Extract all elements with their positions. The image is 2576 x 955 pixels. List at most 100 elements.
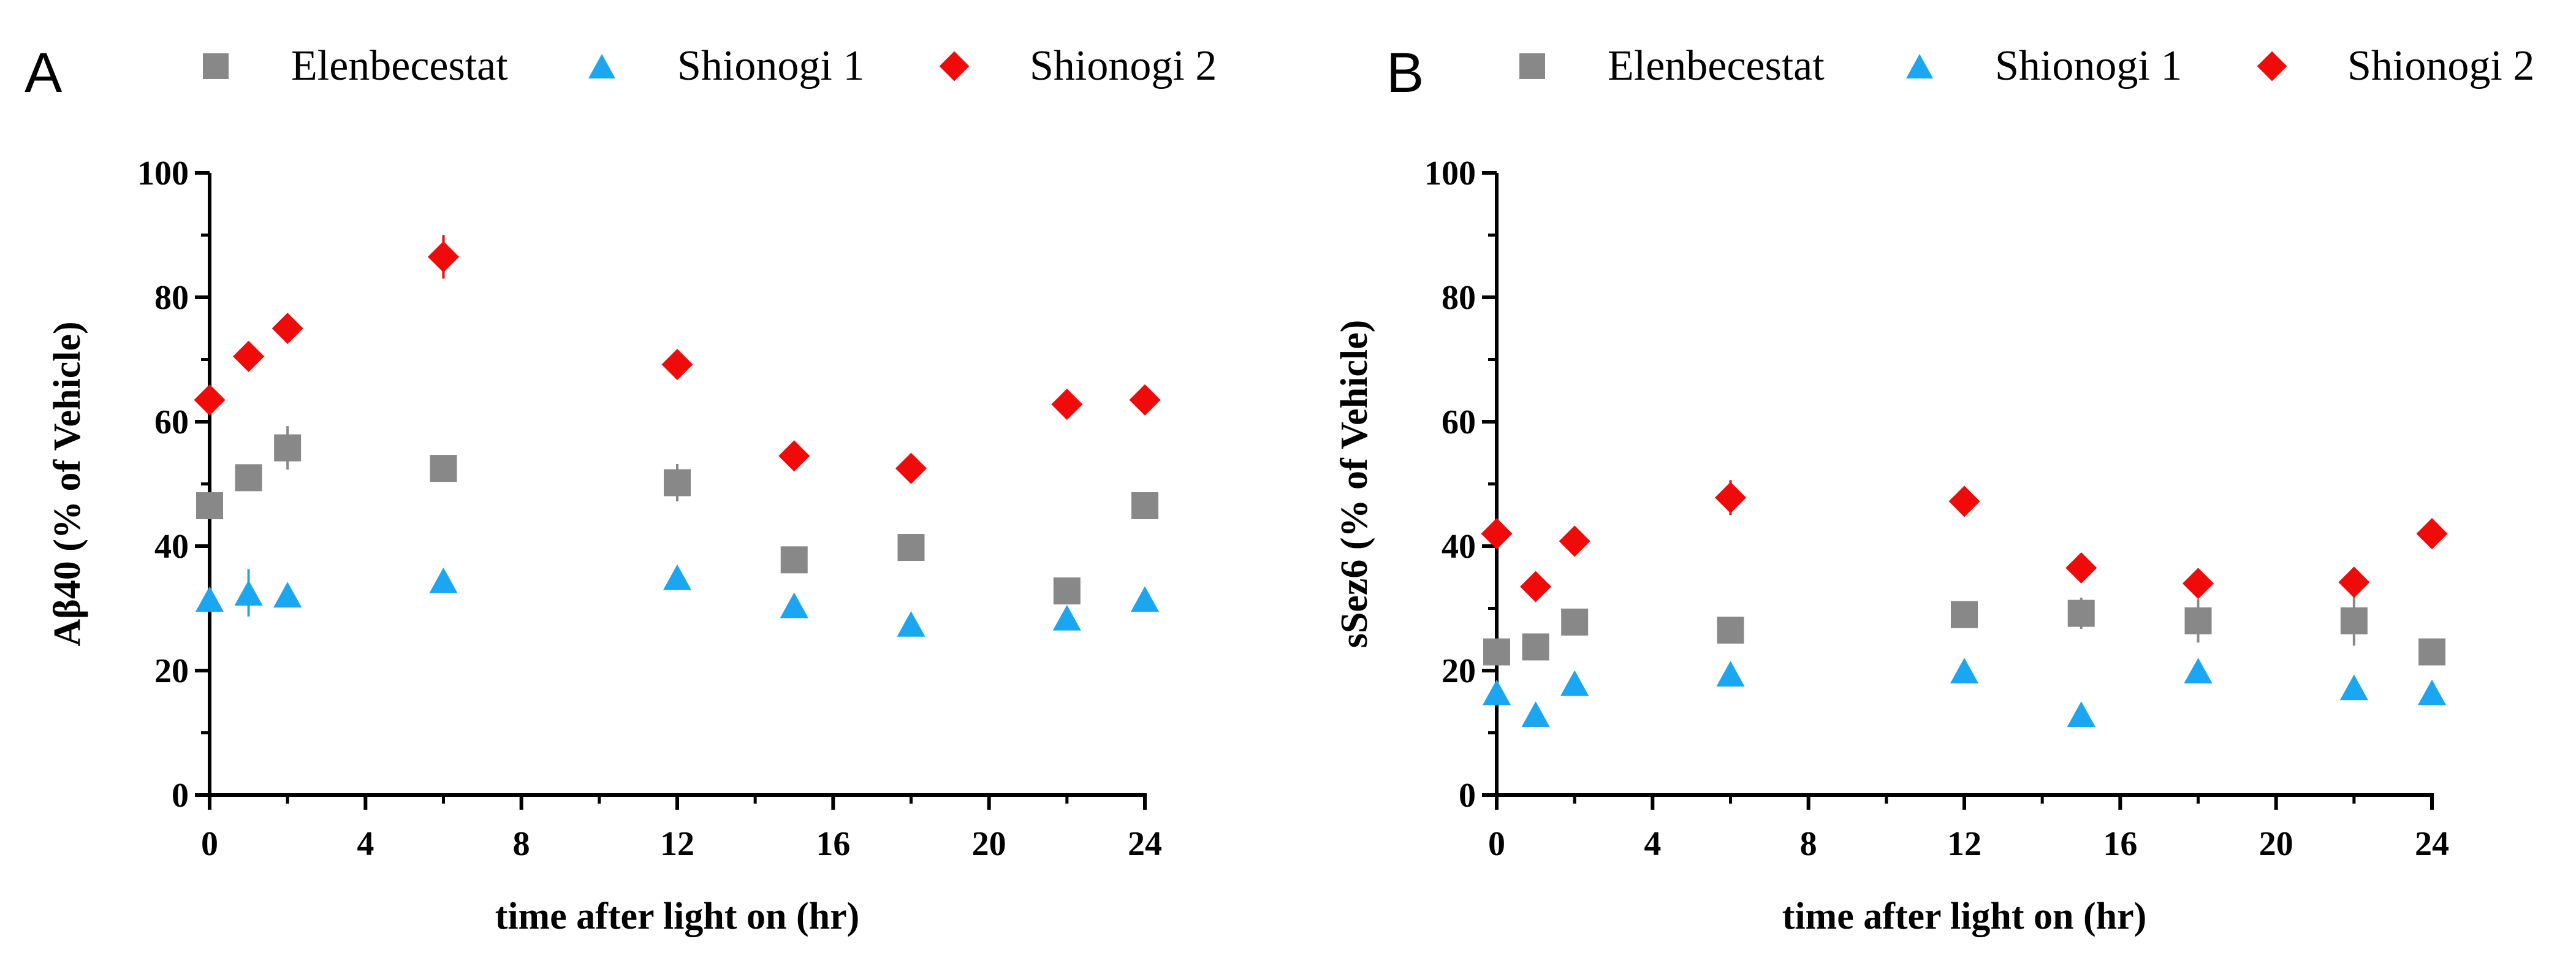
- x-tick-label: 8: [513, 825, 530, 863]
- legend-label: Shionogi 1: [1995, 42, 2182, 89]
- data-point: [1481, 518, 1513, 550]
- data-point: [1521, 701, 1550, 727]
- data-point: [1561, 608, 1589, 636]
- data-point: [2417, 679, 2447, 706]
- y-tick-label: 20: [154, 652, 189, 690]
- y-axis-title: sSez6 (% of Vehicle): [1334, 320, 1375, 649]
- y-tick-label: 60: [1442, 403, 1476, 441]
- data-point: [235, 464, 262, 492]
- data-point: [1131, 492, 1158, 520]
- x-tick-label: 20: [2259, 825, 2293, 863]
- y-tick-label: 80: [1442, 279, 1476, 317]
- data-point: [272, 313, 303, 344]
- data-point: [895, 452, 927, 484]
- y-tick-label: 20: [1442, 652, 1476, 690]
- legend-marker-diamond: [2257, 51, 2287, 82]
- data-point: [2418, 638, 2445, 666]
- x-tick-label: 16: [2103, 825, 2137, 863]
- legend-marker-diamond: [939, 51, 970, 82]
- data-point: [2416, 518, 2448, 550]
- data-point: [897, 534, 925, 561]
- data-point: [664, 469, 691, 497]
- y-tick-label: 80: [154, 279, 189, 317]
- series-shionogi-2: [1481, 480, 2448, 603]
- y-tick-label: 40: [154, 528, 189, 566]
- data-point: [897, 611, 925, 637]
- legend-label: Elenbecestat: [1608, 42, 1825, 89]
- data-point: [2338, 566, 2370, 598]
- data-point: [1948, 485, 1980, 517]
- x-tick-label: 24: [1128, 825, 1162, 863]
- data-point: [661, 349, 693, 381]
- data-point: [1520, 571, 1552, 603]
- data-point: [1483, 638, 1510, 666]
- panel-a: A Elenbecestat Shionogi 1 Shionogi 2 0 20 40 60…: [25, 42, 1217, 937]
- x-tick-label: 24: [2415, 825, 2449, 863]
- data-point: [1482, 679, 1511, 706]
- data-point: [2065, 552, 2097, 584]
- legend: Elenbecestat Shionogi 1 Shionogi 2: [1519, 42, 2534, 89]
- y-axis-title: Aβ40 (% of Vehicle): [47, 321, 88, 646]
- data-point: [1130, 586, 1160, 612]
- data-point: [1714, 482, 1747, 514]
- data-point: [1559, 525, 1590, 557]
- data-point: [1053, 577, 1081, 605]
- x-tick-label: 20: [972, 825, 1006, 863]
- x-tick-label: 12: [660, 825, 694, 863]
- data-point: [273, 582, 302, 608]
- x-tick-label: 8: [1800, 825, 1817, 863]
- y-tick-label: 100: [137, 154, 189, 192]
- legend-marker-square: [203, 53, 229, 79]
- data-point: [2184, 658, 2213, 683]
- y-tick-label: 40: [1442, 528, 1476, 566]
- data-point: [2067, 701, 2095, 727]
- data-point: [427, 241, 460, 273]
- legend-marker-triangle: [588, 54, 616, 78]
- data-point: [1951, 601, 1978, 628]
- data-point: [429, 567, 458, 593]
- legend-label: Shionogi 2: [2347, 42, 2534, 89]
- legend-marker-square: [1519, 53, 1545, 79]
- data-point: [2182, 568, 2214, 599]
- data-point: [234, 580, 263, 606]
- panel-letter: B: [1386, 42, 1424, 104]
- data-point: [663, 564, 692, 590]
- data-point: [1051, 389, 1083, 420]
- data-point: [2067, 599, 2095, 627]
- data-point: [195, 586, 224, 612]
- x-tick-label: 4: [1644, 825, 1661, 863]
- legend-label: Shionogi 2: [1030, 42, 1217, 89]
- legend-label: Shionogi 1: [677, 42, 864, 89]
- y-tick-label: 100: [1424, 154, 1476, 192]
- data-point: [1129, 384, 1161, 416]
- legend: Elenbecestat Shionogi 1 Shionogi 2: [203, 42, 1217, 89]
- y-tick-label: 60: [154, 403, 189, 441]
- series-shionogi-2: [194, 235, 1161, 484]
- x-tick-label: 0: [1488, 825, 1505, 863]
- data-point: [2340, 607, 2368, 634]
- data-point: [194, 384, 226, 416]
- panel-letter: A: [25, 42, 63, 104]
- data-point: [1717, 617, 1744, 644]
- data-point: [1052, 604, 1081, 631]
- data-point: [274, 434, 302, 462]
- x-axis-title: time after light on (hr): [1782, 896, 2147, 937]
- data-point: [1716, 661, 1745, 687]
- legend-marker-triangle: [1905, 54, 1934, 78]
- data-point: [233, 340, 265, 372]
- x-tick-label: 16: [816, 825, 850, 863]
- x-tick-label: 12: [1947, 825, 1981, 863]
- data-point: [1560, 670, 1589, 696]
- series-shionogi-1: [195, 564, 1160, 637]
- data-point: [1522, 633, 1549, 661]
- data-point: [780, 546, 808, 574]
- data-point: [1950, 658, 1979, 683]
- data-point: [780, 592, 808, 618]
- y-tick-label: 0: [172, 777, 189, 815]
- x-axis-title: time after light on (hr): [495, 896, 860, 937]
- legend-label: Elenbecestat: [291, 42, 508, 89]
- series-elenbecestat: [1483, 596, 2445, 666]
- series-shionogi-1: [1482, 658, 2447, 727]
- x-tick-label: 4: [357, 825, 374, 863]
